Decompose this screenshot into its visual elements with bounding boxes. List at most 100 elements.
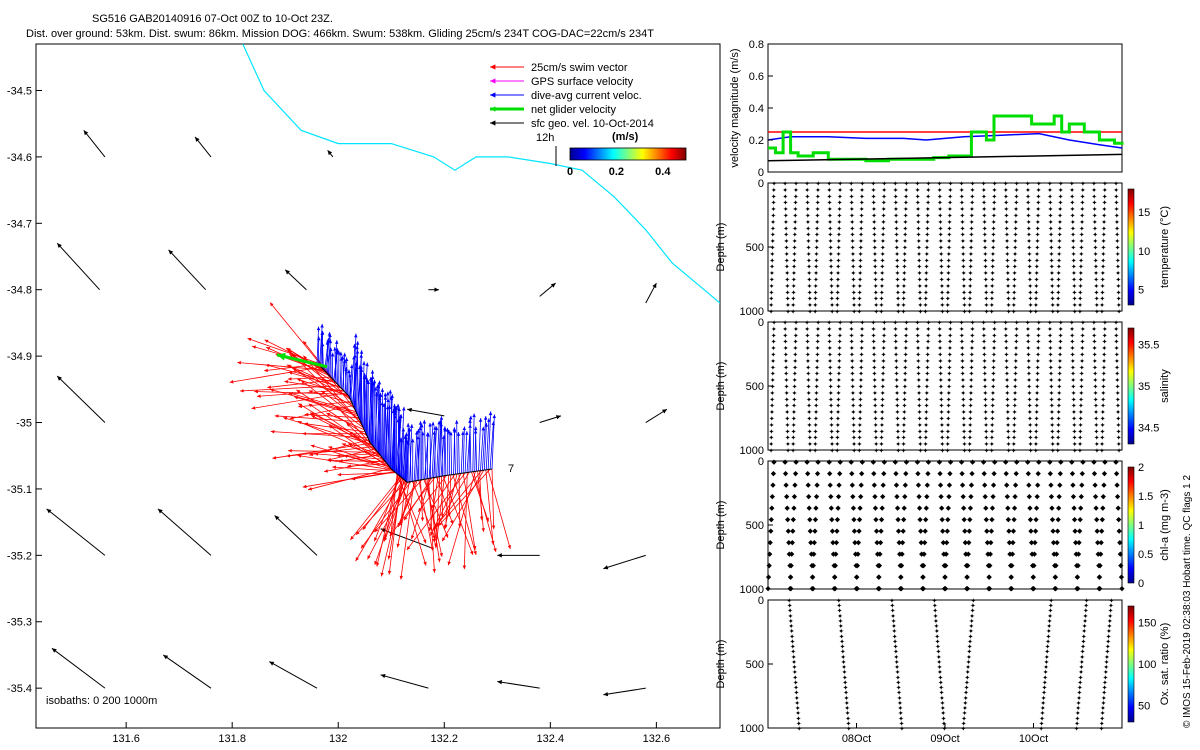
data-point: ✦ [836, 377, 842, 385]
data-point: ✦ [1033, 441, 1039, 449]
data-point: ✦ [879, 282, 885, 290]
dac-vector [487, 411, 493, 470]
data-point: ◆ [1049, 505, 1055, 512]
data-point: ✦ [1078, 409, 1084, 417]
data-point: ◆ [1034, 494, 1040, 501]
data-point: ✦ [1102, 186, 1108, 194]
data-point: ◆ [989, 517, 995, 524]
data-point: ✦ [1035, 338, 1041, 346]
data-point: ◆ [942, 563, 948, 570]
data-point: ✦ [969, 199, 975, 207]
colorbar-tick-label: 35 [1138, 381, 1150, 393]
data-point: ✦ [894, 396, 900, 404]
data-point: ✦ [791, 428, 797, 436]
data-point: ◆ [900, 528, 906, 535]
dac-vector [376, 384, 381, 455]
data-point: ◆ [1032, 540, 1038, 547]
data-point: ✦ [785, 295, 791, 303]
data-point: ✦ [903, 218, 909, 226]
data-point: ◆ [832, 586, 838, 593]
data-point: ◆ [873, 505, 879, 512]
data-point: ◆ [987, 563, 993, 570]
data-point: ✦ [1070, 364, 1076, 372]
data-point: ✦ [903, 206, 909, 214]
depth-ylabel: Depth (m) [715, 223, 727, 272]
data-point: ◆ [788, 574, 794, 581]
data-point: ✦ [1057, 225, 1063, 233]
data-point: ✦ [1025, 193, 1031, 201]
data-point: ✦ [784, 421, 790, 429]
data-point: ✦ [938, 257, 944, 265]
data-point: ✦ [1004, 250, 1010, 258]
data-point: ✦ [770, 383, 776, 391]
data-point: ✦ [940, 447, 946, 455]
data-point: ✦ [1114, 364, 1120, 372]
data-point: ◆ [1054, 551, 1060, 558]
data-point: ✦ [878, 447, 884, 455]
data-point: ✦ [1082, 617, 1088, 625]
data-point: ✦ [1005, 402, 1011, 410]
data-point: ✦ [1014, 325, 1020, 333]
data-point: ✦ [850, 263, 856, 271]
data-point: ✦ [1108, 602, 1114, 610]
data-point: ✦ [1100, 421, 1106, 429]
data-point: ✦ [984, 308, 990, 316]
data-point: ✦ [947, 225, 953, 233]
data-point: ◆ [1011, 528, 1017, 535]
data-point: ✦ [1033, 289, 1039, 297]
data-point: ✦ [1101, 370, 1107, 378]
data-point: ◆ [1056, 505, 1062, 512]
data-point: ✦ [871, 345, 877, 353]
data-point: ✦ [837, 206, 843, 214]
data-point: ✦ [1047, 180, 1053, 188]
depth-tick-label: 500 [746, 659, 764, 671]
data-point: ✦ [849, 345, 855, 353]
data-point: ◆ [771, 459, 777, 466]
data-point: ◆ [989, 528, 995, 535]
data-point: ✦ [1079, 206, 1085, 214]
data-point: ✦ [970, 597, 976, 605]
data-point: ◆ [965, 586, 971, 593]
data-point: ✦ [893, 364, 899, 372]
data-point: ✦ [1027, 409, 1033, 417]
dac-vector [348, 373, 352, 402]
swim-vector [348, 442, 389, 466]
profile-frame [767, 321, 1123, 451]
data-point: ◆ [812, 528, 818, 535]
swim-vector [270, 430, 368, 439]
data-point: ✦ [1012, 257, 1018, 265]
data-point: ✦ [859, 319, 865, 327]
data-point: ✦ [828, 263, 834, 271]
data-point: ✦ [923, 270, 929, 278]
data-point: ✦ [1005, 434, 1011, 442]
data-point: ✦ [1070, 357, 1076, 365]
swim-vector [349, 431, 387, 464]
data-point: ◆ [939, 517, 945, 524]
velocity-y-tick-label: 0.8 [749, 39, 764, 51]
profile-points: ✦✦✦✦✦✦✦✦✦✦✦✦✦✦✦✦✦✦✦✦✦✦✦✦✦✦✦✦✦✦✦✦✦✦✦✦✦✦✦✦… [786, 597, 1114, 733]
data-point: ✦ [792, 357, 798, 365]
data-point: ✦ [771, 199, 777, 207]
data-point: ✦ [1094, 308, 1100, 316]
data-point: ✦ [1093, 257, 1099, 265]
colorbar-tick-label: 34.5 [1138, 422, 1159, 434]
swim-vector [328, 424, 394, 471]
data-point: ✦ [1048, 383, 1054, 391]
data-point: ◆ [874, 528, 880, 535]
data-point: ✦ [1078, 282, 1084, 290]
data-point: ✦ [813, 257, 819, 265]
data-point: ✦ [858, 357, 864, 365]
data-point: ✦ [792, 674, 798, 682]
data-point: ✦ [1081, 633, 1087, 641]
data-point: ✦ [1058, 325, 1064, 333]
data-point: ◆ [771, 471, 777, 478]
data-point: ✦ [982, 357, 988, 365]
data-point: ✦ [1094, 295, 1100, 303]
data-point: ◆ [837, 471, 843, 478]
data-point: ✦ [1004, 383, 1010, 391]
data-point: ✦ [793, 325, 799, 333]
data-point: ✦ [1045, 633, 1051, 641]
data-point: ✦ [964, 684, 970, 692]
data-point: ◆ [1078, 505, 1084, 512]
data-point: ◆ [856, 540, 862, 547]
